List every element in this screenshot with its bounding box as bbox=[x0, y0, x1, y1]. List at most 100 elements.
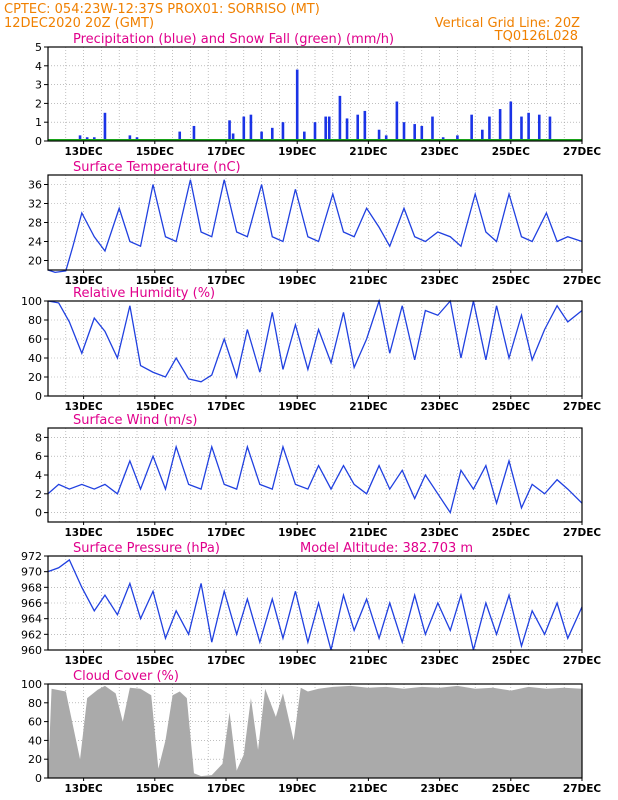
cloud-ytick-label: 0 bbox=[35, 772, 42, 785]
precip-xtick-label: 25DEC bbox=[492, 146, 531, 158]
temperature-xtick-label: 15DEC bbox=[136, 275, 175, 287]
precip-bar bbox=[395, 101, 399, 141]
cloud-xtick-label: 23DEC bbox=[420, 783, 459, 795]
precip-bar bbox=[192, 125, 196, 141]
precip-panel: 0 1 2 3 4 5 13DEC 15DEC 17DEC 19DEC 21DEC 23DEC 25DE… bbox=[35, 32, 601, 158]
precip-bar bbox=[270, 127, 274, 141]
precip-xtick-label: 27DEC bbox=[563, 146, 602, 158]
temperature-xtick-label: 27DEC bbox=[563, 275, 602, 287]
cloud-xtick-label: 25DEC bbox=[492, 783, 531, 795]
pressure-title: Surface Pressure (hPa) bbox=[73, 541, 220, 556]
temperature-line bbox=[47, 179, 583, 274]
precip-bar bbox=[327, 116, 331, 141]
temperature-xtick-label: 21DEC bbox=[349, 275, 388, 287]
pressure-ytick-label: 960 bbox=[21, 644, 42, 657]
temperature-title: Surface Temperature (nC) bbox=[73, 160, 241, 175]
precip-bar bbox=[345, 118, 349, 141]
precip-bar bbox=[338, 95, 342, 141]
cloud-ytick-label: 60 bbox=[28, 716, 42, 729]
cloud-panel: 0 20 40 60 80 100 13DEC 15DEC 17DEC 19DEC 21DEC 23D… bbox=[21, 669, 601, 795]
wind-xtick-label: 23DEC bbox=[420, 527, 459, 539]
temperature-xtick-label: 13DEC bbox=[64, 275, 103, 287]
precip-bar bbox=[78, 135, 82, 141]
temperature-panel: 20 24 28 32 36 13DEC 15DEC 17DEC 19DEC 21DEC 23DEC… bbox=[28, 160, 601, 287]
precip-bar bbox=[527, 112, 530, 141]
humidity-panel: 0 20 40 60 80 100 13DEC 15DEC 17DEC 19DEC 21DEC 23D… bbox=[21, 286, 601, 413]
header-vgrid: Vertical Grid Line: 20Z bbox=[435, 16, 580, 31]
precip-bar bbox=[249, 114, 253, 141]
precip-xtick-label: 17DEC bbox=[207, 146, 246, 158]
precip-bar bbox=[481, 129, 484, 141]
precip-bar bbox=[537, 114, 541, 141]
precip-bar bbox=[260, 131, 263, 141]
temperature-ytick-label: 32 bbox=[28, 198, 42, 211]
pressure-xtick-label: 19DEC bbox=[278, 655, 317, 667]
cloud-area bbox=[48, 685, 582, 778]
precip-ytick-label: 3 bbox=[35, 79, 42, 92]
precip-ytick-label: 1 bbox=[35, 116, 42, 129]
precip-bar bbox=[509, 101, 513, 141]
wind-xtick-label: 17DEC bbox=[207, 527, 246, 539]
precip-bar bbox=[242, 116, 246, 141]
wind-xtick-label: 27DEC bbox=[563, 527, 602, 539]
wind-xtick-label: 21DEC bbox=[349, 527, 388, 539]
wind-xtick-label: 13DEC bbox=[64, 527, 103, 539]
wind-panel: 0 2 4 6 8 13DEC 15DEC 17DEC 19DEC 21DEC 23DEC 25DEC… bbox=[35, 413, 601, 539]
cloud-xtick-label: 19DEC bbox=[278, 783, 317, 795]
wind-title: Surface Wind (m/s) bbox=[73, 413, 197, 428]
wind-ytick-label: 8 bbox=[35, 431, 42, 444]
precip-xtick-label: 13DEC bbox=[64, 146, 103, 158]
temperature-xtick-label: 23DEC bbox=[420, 275, 459, 287]
pressure-xtick-label: 15DEC bbox=[136, 655, 175, 667]
humidity-xtick-label: 25DEC bbox=[492, 401, 531, 413]
cloud-ytick-label: 100 bbox=[21, 678, 42, 691]
precip-ytick-label: 0 bbox=[35, 135, 42, 148]
cloud-ytick-label: 20 bbox=[28, 753, 42, 766]
precip-ytick-label: 5 bbox=[35, 41, 42, 54]
humidity-ytick-label: 40 bbox=[28, 352, 42, 365]
precip-xtick-label: 15DEC bbox=[136, 146, 175, 158]
precip-bar bbox=[128, 135, 132, 141]
precip-bar bbox=[313, 122, 317, 141]
humidity-ytick-label: 60 bbox=[28, 333, 42, 346]
cloud-ytick-label: 40 bbox=[28, 734, 42, 747]
pressure-frame bbox=[47, 555, 583, 651]
humidity-xtick-label: 23DEC bbox=[420, 401, 459, 413]
temperature-xtick-label: 17DEC bbox=[207, 275, 246, 287]
precip-bar bbox=[281, 122, 285, 141]
precip-bar bbox=[295, 69, 299, 141]
precip-bar bbox=[103, 112, 107, 141]
precip-bar bbox=[231, 133, 235, 141]
temperature-xtick-label: 25DEC bbox=[492, 275, 531, 287]
precip-bar bbox=[548, 116, 552, 141]
pressure-xtick-label: 25DEC bbox=[492, 655, 531, 667]
cloud-xtick-label: 17DEC bbox=[207, 783, 246, 795]
wind-ytick-label: 2 bbox=[35, 488, 42, 501]
humidity-xtick-label: 15DEC bbox=[136, 401, 175, 413]
precip-bar bbox=[324, 116, 327, 141]
humidity-ytick-label: 80 bbox=[28, 314, 42, 327]
precip-bar bbox=[178, 131, 182, 141]
precip-xtick-label: 19DEC bbox=[278, 146, 317, 158]
pressure-xtick-label: 27DEC bbox=[563, 655, 602, 667]
pressure-annotation: Model Altitude: 382.703 m bbox=[300, 541, 473, 556]
pressure-line bbox=[47, 558, 583, 651]
humidity-xtick-label: 27DEC bbox=[563, 401, 602, 413]
precip-xtick-label: 21DEC bbox=[349, 146, 388, 158]
precip-bar bbox=[228, 120, 231, 141]
pressure-panel: 960 962 964 966 968 970 972 13DEC 15DEC 17DEC 19DE… bbox=[21, 541, 601, 667]
wind-ytick-label: 0 bbox=[35, 507, 42, 520]
precip-bar bbox=[377, 129, 381, 141]
pressure-ytick-label: 970 bbox=[21, 566, 42, 579]
pressure-xtick-label: 13DEC bbox=[64, 655, 103, 667]
pressure-ytick-label: 964 bbox=[21, 613, 42, 626]
precip-bar bbox=[356, 114, 360, 141]
humidity-frame bbox=[47, 300, 583, 397]
pressure-ytick-label: 972 bbox=[21, 550, 42, 563]
cloud-xtick-label: 27DEC bbox=[563, 783, 602, 795]
cloud-xtick-label: 15DEC bbox=[136, 783, 175, 795]
precip-bar bbox=[420, 125, 424, 141]
humidity-xtick-label: 17DEC bbox=[207, 401, 246, 413]
temperature-ytick-label: 36 bbox=[28, 179, 42, 192]
precip-bar bbox=[363, 110, 367, 141]
